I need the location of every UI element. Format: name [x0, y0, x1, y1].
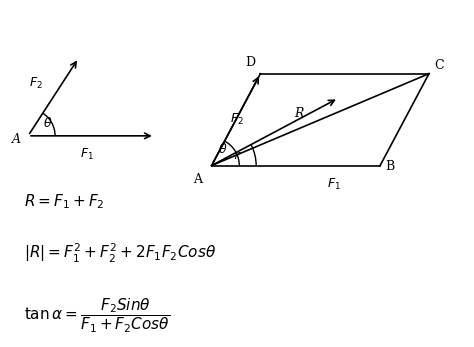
Text: $F_2$: $F_2$: [29, 76, 43, 91]
Text: A: A: [11, 133, 20, 146]
Text: R: R: [295, 107, 304, 120]
Text: $F_1$: $F_1$: [80, 147, 94, 162]
Text: $R = F_1 + F_2$: $R = F_1 + F_2$: [24, 192, 104, 211]
Text: $\theta$: $\theta$: [43, 116, 53, 130]
Text: $F_1$: $F_1$: [327, 177, 340, 192]
Text: B: B: [385, 160, 394, 173]
Text: A: A: [192, 172, 201, 186]
Text: C: C: [434, 59, 444, 72]
Text: D: D: [246, 56, 255, 69]
Text: r: r: [233, 149, 239, 162]
Text: $\tan\alpha = \dfrac{F_2Sin\theta}{F_1 + F_2Cos\theta}$: $\tan\alpha = \dfrac{F_2Sin\theta}{F_1 +…: [24, 297, 170, 335]
Text: $F_2$: $F_2$: [230, 112, 244, 127]
Text: $|R| = F_1^2 + F_2^2 + 2F_1F_2Cos\theta$: $|R| = F_1^2 + F_2^2 + 2F_1F_2Cos\theta$: [24, 242, 216, 265]
Text: $\theta$: $\theta$: [219, 142, 228, 156]
